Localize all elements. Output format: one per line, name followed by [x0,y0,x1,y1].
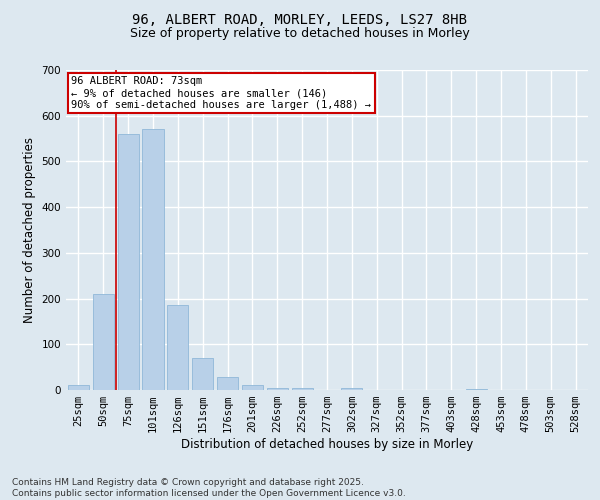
Text: Contains HM Land Registry data © Crown copyright and database right 2025.
Contai: Contains HM Land Registry data © Crown c… [12,478,406,498]
Text: 96, ALBERT ROAD, MORLEY, LEEDS, LS27 8HB: 96, ALBERT ROAD, MORLEY, LEEDS, LS27 8HB [133,12,467,26]
Bar [242,386,263,390]
Bar [93,294,114,390]
X-axis label: Distribution of detached houses by size in Morley: Distribution of detached houses by size … [181,438,473,451]
Bar [142,130,164,390]
Bar [267,388,288,390]
Text: Size of property relative to detached houses in Morley: Size of property relative to detached ho… [130,28,470,40]
Bar [167,306,188,390]
Text: 96 ALBERT ROAD: 73sqm
← 9% of detached houses are smaller (146)
90% of semi-deta: 96 ALBERT ROAD: 73sqm ← 9% of detached h… [71,76,371,110]
Bar [466,388,487,390]
Y-axis label: Number of detached properties: Number of detached properties [23,137,36,323]
Bar [192,358,213,390]
Bar [68,386,89,390]
Bar [292,388,313,390]
Bar [217,377,238,390]
Bar [341,388,362,390]
Bar [118,134,139,390]
